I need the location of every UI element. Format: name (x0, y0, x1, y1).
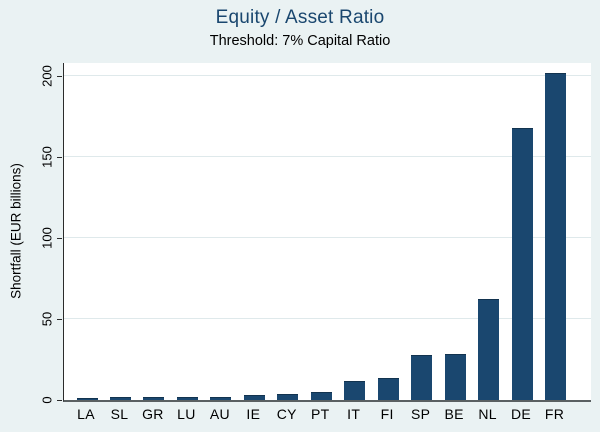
xtick-label-LA: LA (77, 406, 95, 422)
xtick-label-DE: DE (511, 406, 532, 422)
ytick-label-100: 100 (39, 227, 55, 249)
xtick-label-PT: PT (311, 406, 330, 422)
xtick-label-SL: SL (110, 406, 129, 422)
gridline-y-200 (64, 74, 591, 76)
plot-area (63, 63, 591, 402)
ytick-label-200: 200 (39, 65, 55, 87)
bar-IT (344, 381, 366, 400)
bar-SL (109, 397, 131, 400)
ytick-mark-50 (57, 318, 62, 320)
chart-subtitle: Threshold: 7% Capital Ratio (209, 33, 391, 49)
ytick-label-150: 150 (39, 146, 55, 168)
gridline-y-50 (64, 318, 591, 319)
xtick-label-LU: LU (177, 406, 196, 422)
xtick-label-FI: FI (380, 406, 394, 422)
bar-SP (411, 355, 433, 400)
ytick-mark-0 (57, 400, 62, 401)
ytick-label-0: 0 (39, 396, 55, 404)
bar-FR (545, 73, 566, 400)
bar-PT (310, 391, 332, 400)
ytick-mark-100 (57, 237, 62, 239)
ytick-label-50: 50 (39, 311, 55, 327)
xtick-label-GR: GR (142, 406, 164, 422)
xtick-label-CY: CY (276, 406, 297, 422)
bar-IE (243, 394, 265, 400)
bar-AU (210, 396, 232, 400)
bar-GR (143, 397, 165, 400)
xtick-label-NL: NL (478, 406, 497, 422)
y-axis-title: Shortfall (EUR billions) (8, 163, 24, 299)
gridline-y-100 (64, 236, 591, 238)
ytick-mark-150 (57, 156, 62, 158)
bar-LA (76, 397, 98, 400)
bar-LU (176, 397, 198, 400)
bar-NL (478, 298, 500, 400)
xtick-label-FR: FR (544, 406, 565, 422)
xtick-label-BE: BE (444, 406, 464, 422)
xtick-label-IE: IE (246, 406, 261, 422)
xtick-label-SP: SP (411, 406, 431, 422)
bar-CY (277, 394, 299, 400)
bar-BE (444, 353, 466, 400)
xtick-label-AU: AU (209, 406, 230, 422)
bar-DE (511, 128, 533, 400)
ytick-mark-200 (57, 75, 62, 77)
xtick-label-IT: IT (347, 406, 361, 422)
gridline-y-150 (64, 155, 591, 157)
bar-FI (377, 377, 399, 400)
chart-title: Equity / Asset Ratio (215, 7, 385, 28)
